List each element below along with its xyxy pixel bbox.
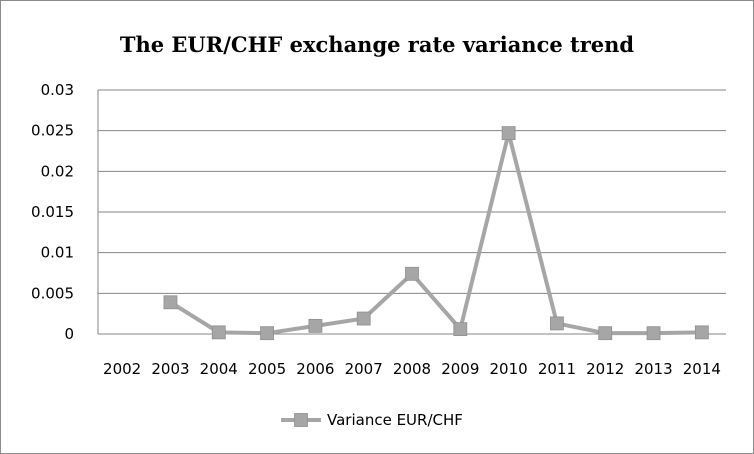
x-tick-label: 2008 xyxy=(393,360,431,378)
y-tick-label: 0.005 xyxy=(31,284,74,302)
y-tick-label: 0 xyxy=(64,325,74,343)
x-tick-label: 2002 xyxy=(103,360,141,378)
y-tick-label: 0.02 xyxy=(41,162,74,180)
data-point-marker xyxy=(163,295,178,310)
gridlines xyxy=(98,89,726,294)
data-point-marker xyxy=(694,325,709,340)
data-point-marker xyxy=(453,322,468,337)
x-axis-tick-labels: 2002 2003 2004 2005 2006 2007 2008 2009 2010 2011… xyxy=(103,360,721,378)
data-point-marker xyxy=(501,126,516,141)
data-point-marker xyxy=(356,311,371,326)
series-line xyxy=(169,131,702,336)
y-axis-tick-labels: 0 0.005 0.01 0.015 0.02 0.025 0.03 xyxy=(31,81,74,343)
y-tick-label: 0.03 xyxy=(41,81,74,99)
x-tick-label: 2006 xyxy=(296,360,334,378)
x-tick-label: 2009 xyxy=(441,360,479,378)
data-point-marker xyxy=(260,326,274,341)
x-tick-label: 2014 xyxy=(683,360,721,378)
data-point-marker xyxy=(550,316,564,331)
data-point-marker xyxy=(405,266,419,281)
x-tick-label: 2004 xyxy=(200,360,238,378)
legend-marker-swatch xyxy=(294,413,308,427)
legend: Variance EUR/CHF xyxy=(281,411,463,429)
chart-title: The EUR/CHF exchange rate variance trend xyxy=(120,32,635,57)
legend-label: Variance EUR/CHF xyxy=(327,411,463,429)
x-tick-label: 2003 xyxy=(151,360,189,378)
x-tick-label: 2013 xyxy=(634,360,672,378)
x-tick-label: 2010 xyxy=(490,360,528,378)
y-tick-label: 0.01 xyxy=(41,244,74,262)
data-point-marker xyxy=(308,318,323,333)
data-point-marker xyxy=(646,326,661,341)
data-point-marker xyxy=(211,325,226,340)
y-tick-label: 0.025 xyxy=(31,122,74,140)
y-tick-label: 0.015 xyxy=(31,203,74,221)
x-tick-label: 2007 xyxy=(345,360,383,378)
x-tick-label: 2012 xyxy=(586,360,624,378)
x-tick-label: 2005 xyxy=(248,360,286,378)
series-layer xyxy=(163,126,709,341)
x-tick-label: 2011 xyxy=(538,360,576,378)
data-point-marker xyxy=(598,326,613,341)
